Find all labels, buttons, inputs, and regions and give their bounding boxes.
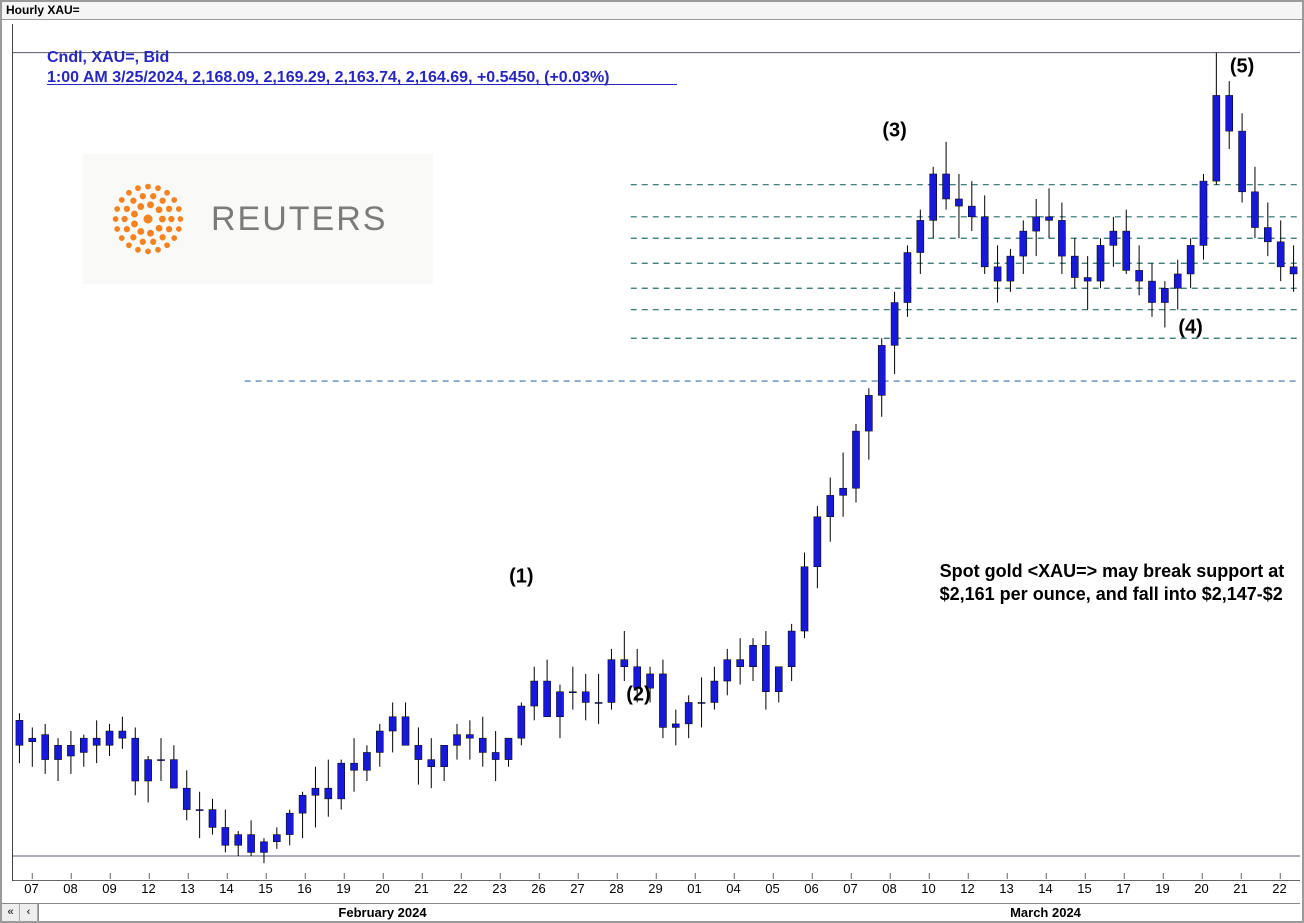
xtick: 15	[258, 881, 272, 896]
xtick: 09	[102, 881, 116, 896]
xtick: 14	[219, 881, 233, 896]
chart-svg	[13, 24, 1300, 881]
wave-label-5: (5)	[1230, 55, 1254, 78]
xtick: 08	[882, 881, 896, 896]
xtick: 10	[921, 881, 935, 896]
xtick: 22	[453, 881, 467, 896]
xtick: 16	[297, 881, 311, 896]
xtick: 01	[687, 881, 701, 896]
xtick: 15	[1077, 881, 1091, 896]
xtick: 29	[648, 881, 662, 896]
chart-header: Cndl, XAU=, Bid 1:00 AM 3/25/2024, 2,168…	[47, 48, 610, 88]
xtick: 28	[609, 881, 623, 896]
xtick: 12	[141, 881, 155, 896]
xtick: 08	[63, 881, 77, 896]
xtick: 05	[765, 881, 779, 896]
commentary-line2: $2,161 per ounce, and fall into $2,147-$…	[940, 583, 1285, 606]
x-axis-ticks: 07 08 09 12 13 14 15 16 19 20 21 22 23 26 27 28 29 01 04 05…	[12, 881, 1300, 901]
xtick: 21	[414, 881, 428, 896]
xtick: 06	[804, 881, 818, 896]
window-title: Hourly XAU=	[2, 2, 1302, 20]
xtick: 22	[1272, 881, 1286, 896]
wave-label-1: (1)	[509, 566, 533, 589]
xtick: 26	[531, 881, 545, 896]
xtick: 27	[570, 881, 584, 896]
commentary-line1: Spot gold <XAU=> may break support at	[940, 560, 1285, 583]
chart-header-line2: 1:00 AM 3/25/2024, 2,168.09, 2,169.29, 2…	[47, 68, 610, 88]
xtick: 20	[375, 881, 389, 896]
reuters-logo-icon	[103, 174, 193, 264]
xtick: 12	[960, 881, 974, 896]
xtick: 21	[1233, 881, 1247, 896]
month-label: March 2024	[1010, 904, 1081, 920]
xtick: 14	[1038, 881, 1052, 896]
xtick: 20	[1194, 881, 1208, 896]
wave-label-4: (4)	[1178, 316, 1202, 339]
chart-commentary: Spot gold <XAU=> may break support at $2…	[940, 560, 1285, 607]
xtick: 19	[1155, 881, 1169, 896]
wave-label-2: (2)	[626, 684, 650, 707]
chart-plot-area[interactable]: Cndl, XAU=, Bid 1:00 AM 3/25/2024, 2,168…	[12, 24, 1300, 881]
xtick: 13	[999, 881, 1013, 896]
collapse-all-button[interactable]: «	[2, 904, 20, 922]
month-label: February 2024	[338, 904, 426, 920]
xtick: 23	[492, 881, 506, 896]
reuters-logo-text: REUTERS	[211, 200, 387, 239]
xtick: 07	[24, 881, 38, 896]
reuters-logo: REUTERS	[83, 154, 433, 284]
collapse-button[interactable]: ‹	[20, 904, 38, 922]
xtick: 13	[180, 881, 194, 896]
chart-header-line1: Cndl, XAU=, Bid	[47, 48, 610, 68]
chart-window: Hourly XAU= Cndl, XAU=, Bid 1:00 AM 3/25…	[0, 0, 1304, 923]
bottom-controls: « ‹	[2, 903, 39, 921]
xtick: 19	[336, 881, 350, 896]
xtick: 17	[1116, 881, 1130, 896]
x-axis-months: February 2024 March 2024	[12, 903, 1300, 919]
wave-label-3: (3)	[882, 120, 906, 143]
xtick: 07	[843, 881, 857, 896]
xtick: 04	[726, 881, 740, 896]
chart-header-underline	[47, 84, 677, 85]
